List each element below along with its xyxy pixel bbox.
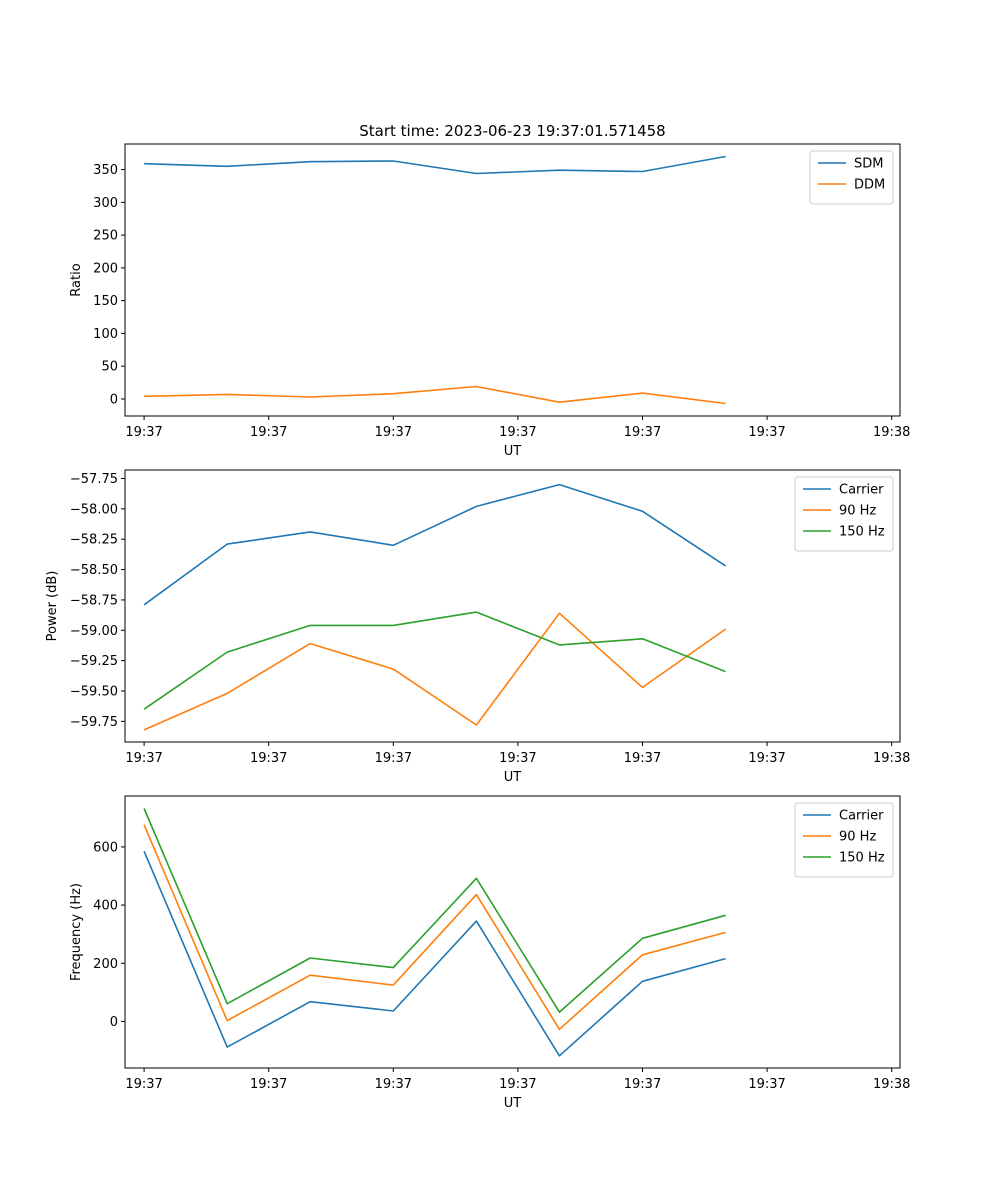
legend-box-3 (794, 802, 894, 878)
y-tick-label-2-6: −58.50 (70, 563, 118, 578)
y-tick-label-3-2: 200 (93, 957, 118, 972)
x-tick-label-1-5: 19:37 (624, 425, 661, 440)
x-axis-label-1: UT (504, 444, 522, 459)
series-line-1-1 (144, 155, 726, 175)
y-tick-label-2-3: −59.25 (70, 654, 118, 669)
x-tick-label-3-4: 19:37 (499, 1077, 536, 1092)
y-tick-label-2-7: −58.25 (70, 533, 118, 548)
y-tick-label-2-8: −58.00 (70, 502, 118, 517)
series-line-2-1 (143, 483, 727, 606)
legend-label-3-1: Carrier (839, 809, 884, 824)
subplot-2: 19:37 19:37 19:37 19:37 19:37 19:37 19:38 −59.7… (45, 469, 910, 785)
x-tick-label-1-3: 19:37 (375, 425, 412, 440)
y-tick-label-2-5: −58.75 (70, 593, 118, 608)
legend-label-2-1: Carrier (839, 483, 884, 498)
y-axis-label-3: Frequency (Hz) (69, 883, 84, 981)
y-axis-label-2: Power (dB) (45, 571, 60, 642)
x-tick-label-3-5: 19:37 (624, 1077, 661, 1092)
x-tick-label-2-3: 19:37 (375, 751, 412, 766)
subplots: 19:37 19:37 19:37 19:37 19:37 19:37 19:38 0 50 10… (45, 143, 910, 1111)
figure-title: Start time: 2023-06-23 19:37:01.571458 (359, 122, 665, 140)
legend-box-1 (809, 150, 894, 205)
x-tick-label-2-1: 19:37 (125, 751, 162, 766)
y-tick-label-2-4: −59.00 (70, 624, 118, 639)
y-tick-label-2-2: −59.50 (70, 685, 118, 700)
y-tick-label-1-8: 350 (93, 163, 118, 178)
series-line-3-2 (143, 824, 726, 1031)
legend-label-2-2: 90 Hz (839, 504, 876, 519)
series-line-2-2 (143, 612, 727, 731)
legend-label-3-2: 90 Hz (839, 830, 876, 845)
x-tick-label-2-6: 19:37 (748, 751, 785, 766)
x-tick-label-2-5: 19:37 (624, 751, 661, 766)
x-tick-label-3-1: 19:37 (125, 1077, 162, 1092)
x-tick-label-2-7: 19:38 (873, 751, 910, 766)
x-tick-label-3-7: 19:38 (873, 1077, 910, 1092)
legend-label-2-3: 150 Hz (839, 525, 885, 540)
x-tick-label-3-6: 19:37 (748, 1077, 785, 1092)
legend-label-1-2: DDM (854, 178, 885, 193)
legend-2: Carrier 90 Hz 150 Hz (794, 476, 894, 552)
y-tick-label-3-4: 600 (93, 840, 118, 855)
series-line-3-3 (143, 808, 726, 1013)
x-axis-label-2: UT (504, 770, 522, 785)
x-tick-label-1-2: 19:37 (250, 425, 287, 440)
y-tick-label-1-1: 0 (110, 392, 118, 407)
y-axis-label-1: Ratio (69, 263, 84, 296)
x-tick-label-1-1: 19:37 (125, 425, 162, 440)
x-tick-label-2-4: 19:37 (499, 751, 536, 766)
legend-box-2 (794, 476, 894, 552)
y-tick-label-2-1: −59.75 (70, 715, 118, 730)
y-tick-label-1-6: 250 (93, 229, 118, 244)
subplot-3: 19:37 19:37 19:37 19:37 19:37 19:37 19:38 0 200 4… (69, 795, 910, 1111)
y-tick-label-1-2: 50 (101, 360, 118, 375)
axes-frame-1 (124, 143, 901, 417)
y-tick-label-3-3: 400 (93, 899, 118, 914)
axes-frame-3 (124, 795, 901, 1069)
axes-frame-2 (124, 469, 901, 743)
x-tick-label-1-4: 19:37 (499, 425, 536, 440)
series-line-3-1 (143, 850, 726, 1057)
x-axis-label-3: UT (504, 1096, 522, 1111)
series-line-2-3 (143, 611, 726, 710)
y-tick-label-1-3: 100 (93, 327, 118, 342)
subplot-1: 19:37 19:37 19:37 19:37 19:37 19:37 19:38 0 50 10… (69, 143, 910, 459)
x-tick-label-3-3: 19:37 (375, 1077, 412, 1092)
series-line-1-2 (144, 385, 726, 405)
y-tick-label-1-5: 200 (93, 261, 118, 276)
y-tick-label-1-7: 300 (93, 196, 118, 211)
legend-label-3-3: 150 Hz (839, 851, 885, 866)
x-tick-label-1-7: 19:38 (873, 425, 910, 440)
x-tick-label-2-2: 19:37 (250, 751, 287, 766)
legend-3: Carrier 90 Hz 150 Hz (794, 802, 894, 878)
y-tick-label-1-4: 150 (93, 294, 118, 309)
legend-1: SDM DDM (809, 150, 894, 205)
x-tick-label-1-6: 19:37 (748, 425, 785, 440)
x-tick-label-3-2: 19:37 (250, 1077, 287, 1092)
y-tick-label-2-9: −57.75 (70, 472, 118, 487)
legend-label-1-1: SDM (854, 157, 883, 172)
y-tick-label-3-1: 0 (110, 1015, 118, 1030)
